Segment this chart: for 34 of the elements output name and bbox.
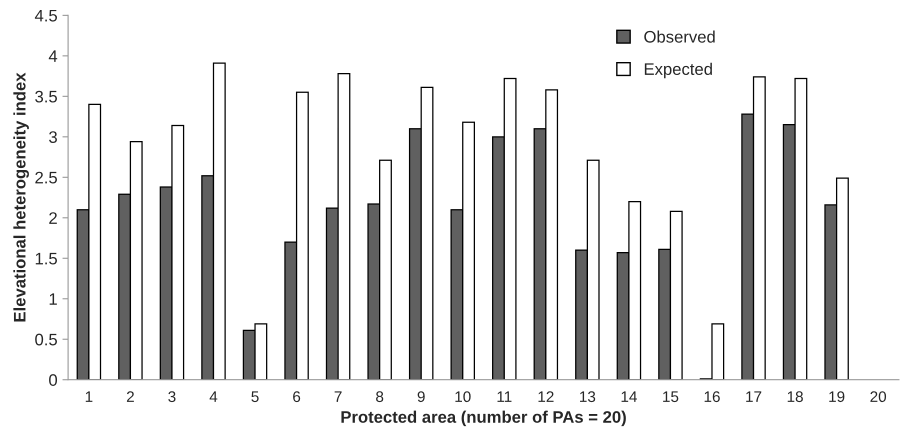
x-tick-label: 13 [580, 391, 596, 402]
y-tick-label: 2.5 [35, 172, 57, 184]
x-tick-label: 3 [168, 391, 176, 402]
x-tick-label: 17 [746, 391, 762, 402]
y-tick-label: 1 [50, 293, 57, 305]
x-tick-label: 9 [418, 391, 425, 402]
x-axis-title: Protected area (number of PAs = 20) [341, 410, 626, 426]
x-tick-label: 6 [293, 391, 300, 402]
y-tick-label: 0 [49, 374, 58, 386]
x-tick-label: 20 [870, 391, 886, 402]
x-tick-label: 7 [334, 391, 342, 402]
x-tick-label: 19 [829, 391, 844, 402]
legend-label: Observed [644, 30, 715, 43]
x-tick-label: 8 [376, 391, 384, 402]
x-tick-label: 10 [455, 391, 471, 402]
y-tick-label: 2 [49, 212, 57, 224]
y-tick-label: 3.5 [35, 90, 57, 103]
x-tick-label: 4 [210, 391, 218, 402]
legend-label: Expected [644, 62, 712, 78]
x-tick-label: 12 [538, 391, 554, 402]
y-tick-label: 3 [49, 131, 57, 144]
x-tick-label: 5 [251, 391, 259, 402]
y-tick-label: 4.5 [34, 10, 57, 22]
x-tick-label: 2 [126, 391, 134, 402]
y-tick-label: 4 [48, 50, 58, 62]
x-tick-label: 1 [86, 391, 92, 402]
x-tick-label: 16 [704, 391, 720, 402]
y-tick-label: 1.5 [36, 252, 57, 264]
x-tick-label: 14 [622, 391, 637, 402]
x-tick-label: 15 [663, 391, 678, 402]
y-axis-title: Elevational heterogeneity index [13, 72, 29, 322]
x-tick-label: 11 [498, 391, 512, 402]
x-tick-label: 18 [788, 391, 803, 402]
y-tick-label: 0.5 [35, 334, 57, 346]
